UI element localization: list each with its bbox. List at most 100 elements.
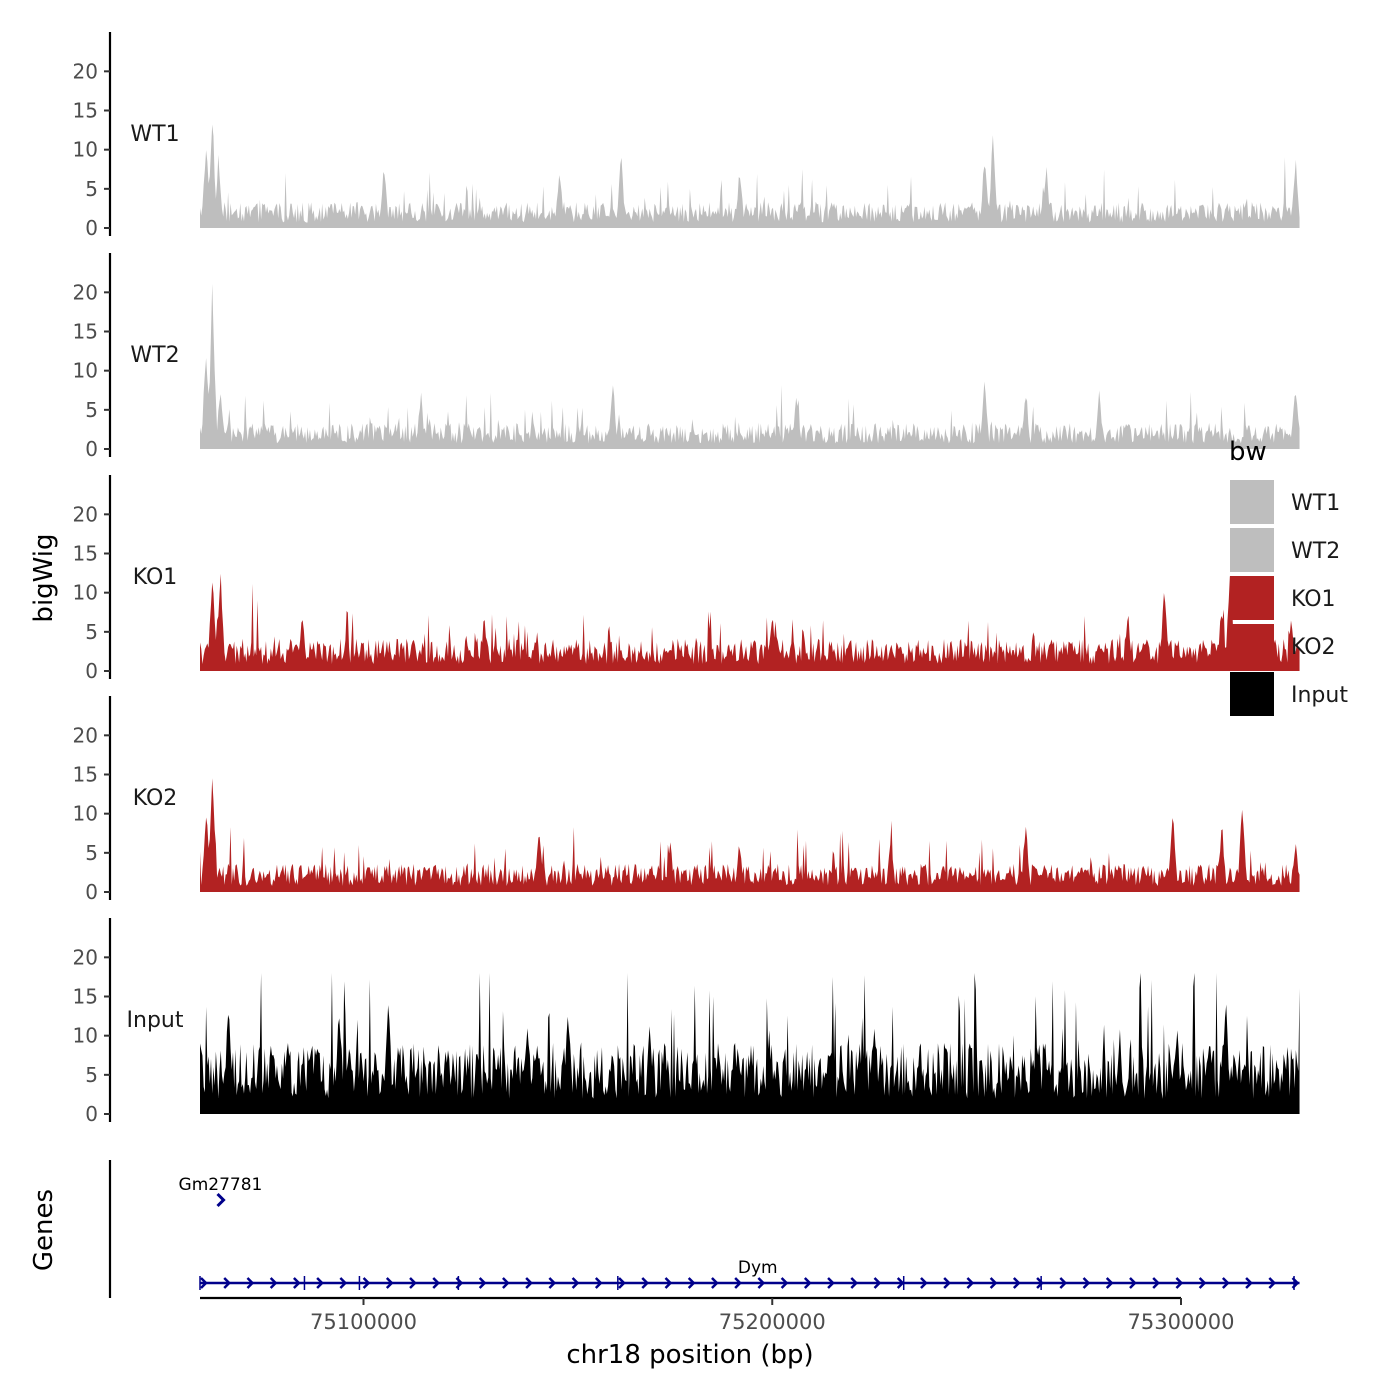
track-wt1: 0 5 10 15 20 WT1: [73, 32, 1300, 240]
y-tick-label: 20: [73, 59, 98, 83]
legend-entry-wt1: WT1: [1230, 480, 1340, 524]
gene-strand-arrow: [1221, 1277, 1230, 1289]
gene-strand-arrow: [1268, 1277, 1277, 1289]
y-tick-label: 5: [85, 1063, 98, 1087]
gene-strand-arrow: [571, 1277, 580, 1289]
gene-strand-arrow: [216, 1192, 226, 1208]
gene-strand-arrow: [1105, 1277, 1114, 1289]
coverage-area-wt1: [200, 124, 1300, 228]
legend-label: WT1: [1291, 491, 1340, 516]
track-label: WT2: [130, 343, 179, 368]
y-tick-label: 10: [73, 581, 98, 605]
legend-swatch: [1230, 624, 1274, 668]
gene-strand-arrow: [989, 1277, 998, 1289]
gene-strand-arrow: [641, 1277, 650, 1289]
y-tick-label: 0: [85, 216, 98, 240]
y-axis-label: bigWig: [29, 533, 59, 622]
y-tick-label: 20: [73, 502, 98, 526]
track-label: Input: [127, 1008, 184, 1033]
y-tick-label: 10: [73, 1024, 98, 1048]
legend-label: KO2: [1291, 635, 1336, 660]
y-tick-label: 20: [73, 723, 98, 747]
y-tick-label: 15: [73, 320, 98, 344]
y-tick-label: 15: [73, 99, 98, 123]
genes-panel: Gm27781 Dym: [108, 1160, 1300, 1298]
gene-strand-arrow: [1198, 1277, 1207, 1289]
x-tick-label: 75200000: [719, 1310, 826, 1334]
gene-strand-arrow: [385, 1277, 394, 1289]
gene-strand-arrow: [200, 1277, 208, 1289]
gene-label: Gm27781: [179, 1175, 263, 1195]
y-tick-label: 10: [73, 359, 98, 383]
track-wt2: 0 5 10 15 20 WT2: [73, 253, 1300, 461]
y-tick-label: 20: [73, 945, 98, 969]
gene-strand-arrow: [827, 1277, 835, 1289]
y-tick-label: 0: [85, 659, 98, 683]
y-tick-label: 0: [85, 437, 98, 461]
track-ko2: 0 5 10 15 20 KO2: [73, 696, 1300, 904]
gene-strand-arrow: [711, 1277, 719, 1289]
gene-strand-arrow: [1152, 1277, 1160, 1289]
legend-entry-input: Input: [1230, 672, 1348, 716]
track-label: WT1: [130, 122, 179, 147]
gene-strand-arrow: [896, 1277, 905, 1289]
y-tick-label: 10: [73, 138, 98, 162]
gene-strand-arrow: [316, 1277, 324, 1289]
gene-strand-arrow: [409, 1277, 417, 1289]
gene-strand-arrow: [1036, 1277, 1044, 1289]
gene-strand-arrow: [269, 1277, 278, 1289]
legend-title: bw: [1229, 437, 1267, 467]
gene-strand-arrow: [502, 1277, 510, 1289]
legend-label: WT2: [1291, 539, 1340, 564]
gene-dym: Dym: [199, 1258, 1300, 1290]
x-tick-label: 75100000: [310, 1310, 417, 1334]
legend-label: Input: [1291, 683, 1348, 708]
gene-strand-arrow: [525, 1277, 533, 1289]
legend-swatch: [1230, 672, 1274, 716]
genes-axis-label: Genes: [29, 1189, 59, 1271]
gene-strand-arrow: [1175, 1277, 1184, 1289]
coverage-area-ko1: [200, 573, 1300, 671]
legend-entry-ko1: KO1: [1230, 576, 1336, 620]
legend-entry-ko2: KO2: [1230, 624, 1336, 668]
y-tick-label: 20: [73, 280, 98, 304]
coverage-area-ko2: [200, 778, 1300, 892]
gene-strand-arrow: [478, 1277, 487, 1289]
gene-strand-arrow: [803, 1277, 812, 1289]
legend-swatch: [1230, 480, 1274, 524]
gene-strand-arrow: [618, 1277, 626, 1289]
x-axis: 75100000 75200000 75300000: [200, 1296, 1234, 1334]
y-tick-label: 5: [85, 841, 98, 865]
gene-strand-arrow: [687, 1277, 696, 1289]
y-tick-label: 5: [85, 177, 98, 201]
legend-label: KO1: [1291, 587, 1336, 612]
gene-label: Dym: [738, 1258, 778, 1278]
y-tick-label: 15: [73, 763, 98, 787]
gene-strand-arrow: [1082, 1277, 1091, 1289]
track-input: 0 5 10 15 20 Input: [73, 918, 1300, 1126]
gene-strand-arrow: [1245, 1277, 1253, 1289]
y-tick-label: 0: [85, 880, 98, 904]
y-tick-label: 15: [73, 985, 98, 1009]
gene-strand-arrow: [432, 1277, 441, 1289]
gene-strand-arrow: [223, 1277, 231, 1289]
gene-strand-arrow: [362, 1277, 371, 1289]
y-tick-label: 5: [85, 398, 98, 422]
coverage-area-wt2: [200, 283, 1300, 449]
gene-strand-arrow: [1012, 1277, 1021, 1289]
legend-swatch: [1230, 576, 1274, 620]
gene-strand-arrow: [734, 1277, 742, 1289]
legend-swatch: [1230, 528, 1274, 572]
track-label: KO1: [133, 565, 178, 590]
gene-strand-arrow: [455, 1277, 464, 1289]
gene-strand-arrow: [920, 1277, 928, 1289]
track-ko1: 0 5 10 15 20 KO1: [73, 475, 1300, 683]
gene-strand-arrow: [850, 1277, 859, 1289]
x-axis-label: chr18 position (bp): [566, 1340, 813, 1370]
gene-strand-arrow: [943, 1277, 951, 1289]
gene-strand-arrow: [594, 1277, 603, 1289]
gene-strand-arrow: [548, 1277, 557, 1289]
track-label: KO2: [133, 786, 178, 811]
gene-strand-arrow: [339, 1277, 348, 1289]
